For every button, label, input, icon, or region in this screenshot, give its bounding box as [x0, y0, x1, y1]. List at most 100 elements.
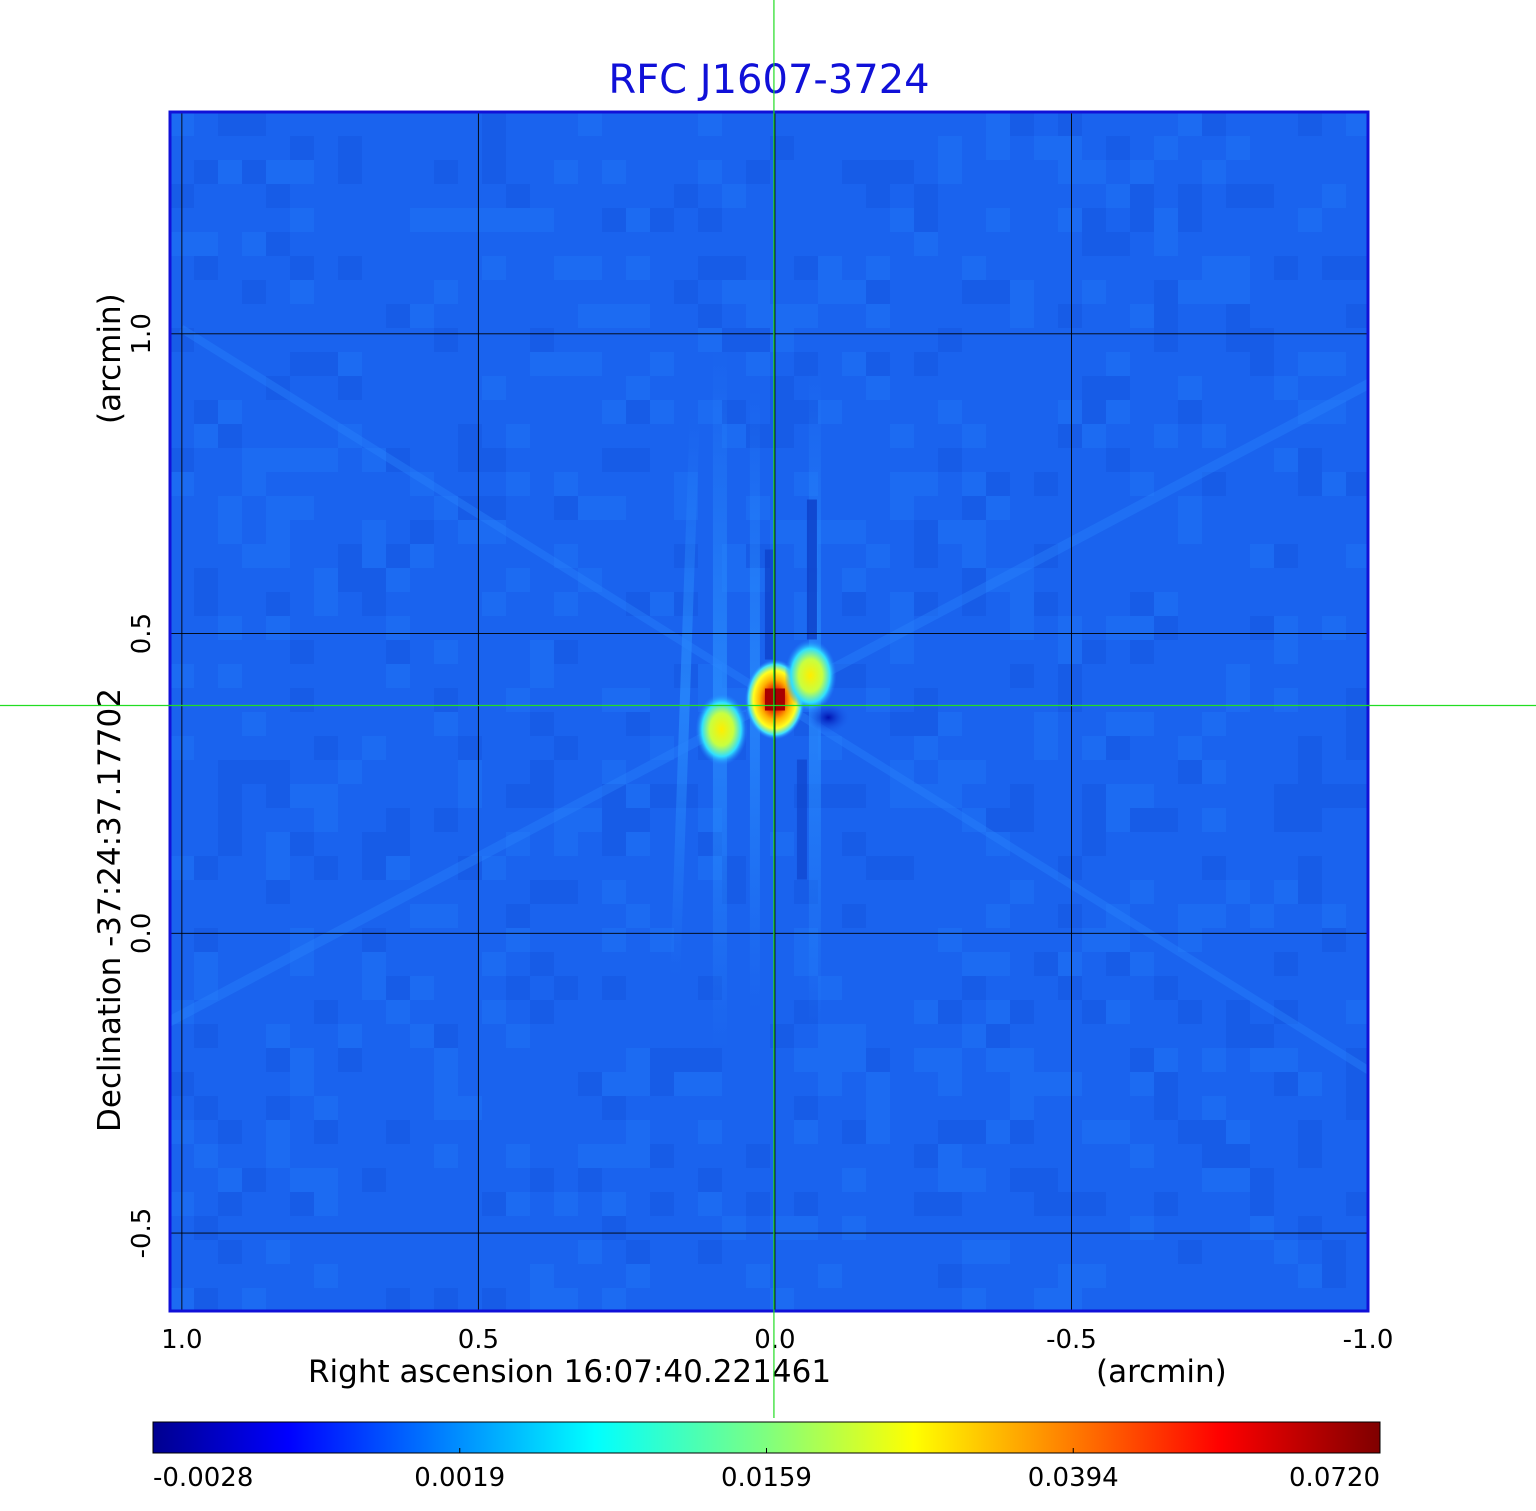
noise-cell	[266, 160, 290, 184]
noise-cell	[1178, 520, 1202, 544]
noise-cell	[506, 1024, 530, 1048]
dark-streak	[764, 549, 773, 660]
noise-cell	[914, 1000, 938, 1024]
noise-cell	[986, 568, 1010, 592]
noise-cell	[218, 496, 242, 520]
noise-cell	[842, 520, 866, 544]
noise-cell	[266, 1024, 290, 1048]
noise-cell	[482, 208, 506, 232]
noise-cell	[386, 808, 410, 832]
noise-cell	[1202, 112, 1226, 136]
noise-cell	[1154, 1072, 1178, 1096]
noise-cell	[290, 208, 314, 232]
colorbar-tick-label: -0.0028	[153, 1463, 253, 1493]
y-tick-label: 0.5	[127, 613, 157, 654]
noise-cell	[698, 256, 722, 280]
noise-cell	[1130, 952, 1154, 976]
noise-cell	[602, 832, 626, 856]
noise-cell	[602, 448, 626, 472]
noise-cell	[626, 448, 650, 472]
noise-cell	[1010, 616, 1034, 640]
noise-cell	[218, 616, 242, 640]
noise-cell	[434, 1096, 458, 1120]
noise-cell	[1034, 952, 1058, 976]
noise-cell	[842, 904, 866, 928]
noise-cell	[938, 1264, 962, 1288]
noise-cell	[1250, 1048, 1274, 1072]
noise-cell	[1058, 976, 1082, 1000]
noise-cell	[1082, 232, 1106, 256]
noise-cell	[938, 928, 962, 952]
noise-cell	[842, 592, 866, 616]
noise-cell	[1058, 616, 1082, 640]
noise-cell	[338, 352, 362, 376]
noise-cell	[1082, 808, 1106, 832]
noise-cell	[1298, 880, 1322, 904]
noise-cell	[1010, 1120, 1034, 1144]
noise-cell	[554, 1288, 578, 1311]
noise-cell	[386, 568, 410, 592]
noise-cell	[818, 520, 842, 544]
noise-cell	[554, 1192, 578, 1216]
noise-cell	[482, 592, 506, 616]
noise-cell	[698, 208, 722, 232]
noise-cell	[626, 376, 650, 400]
noise-cell	[962, 760, 986, 784]
component-southeast-blob	[695, 693, 748, 766]
noise-cell	[1178, 376, 1202, 400]
noise-cell	[554, 472, 578, 496]
noise-cell	[290, 1072, 314, 1096]
noise-cell	[842, 352, 866, 376]
noise-cell	[626, 304, 650, 328]
noise-cell	[1130, 160, 1154, 184]
noise-cell	[962, 1240, 986, 1264]
noise-cell	[266, 760, 290, 784]
noise-cell	[1226, 280, 1250, 304]
noise-cell	[1298, 736, 1322, 760]
noise-cell	[386, 1000, 410, 1024]
noise-cell	[866, 376, 890, 400]
noise-cell	[842, 1168, 866, 1192]
noise-cell	[626, 808, 650, 832]
noise-cell	[530, 1000, 554, 1024]
noise-cell	[194, 400, 218, 424]
noise-cell	[650, 352, 674, 376]
noise-cell	[506, 184, 530, 208]
noise-cell	[842, 1216, 866, 1240]
noise-cell	[1322, 1264, 1346, 1288]
noise-cell	[314, 784, 338, 808]
noise-cell	[1010, 568, 1034, 592]
noise-cell	[482, 952, 506, 976]
noise-cell	[626, 1144, 650, 1168]
noise-cell	[650, 736, 674, 760]
noise-cell	[386, 616, 410, 640]
noise-cell	[482, 256, 506, 280]
dark-streak	[806, 499, 817, 640]
noise-cell	[842, 1048, 866, 1072]
noise-cell	[602, 208, 626, 232]
noise-cell	[434, 328, 458, 352]
noise-cell	[938, 784, 962, 808]
noise-cell	[1130, 1144, 1154, 1168]
noise-cell	[194, 928, 218, 952]
noise-cell	[1034, 736, 1058, 760]
noise-cell	[626, 904, 650, 928]
noise-cell	[1082, 832, 1106, 856]
noise-cell	[842, 280, 866, 304]
noise-cell	[1346, 736, 1368, 760]
noise-cell	[1322, 616, 1346, 640]
noise-cell	[410, 472, 434, 496]
noise-cell	[506, 976, 530, 1000]
noise-cell	[1034, 712, 1058, 736]
noise-cell	[938, 160, 962, 184]
noise-cell	[938, 760, 962, 784]
noise-cell	[1106, 136, 1130, 160]
plot-frame	[168, 110, 1370, 1313]
noise-cell	[1274, 544, 1298, 568]
noise-cell	[314, 1192, 338, 1216]
noise-cell	[1106, 400, 1130, 424]
noise-cell	[386, 856, 410, 880]
noise-cell	[434, 712, 458, 736]
noise-cell	[1178, 280, 1202, 304]
noise-cell	[386, 640, 410, 664]
